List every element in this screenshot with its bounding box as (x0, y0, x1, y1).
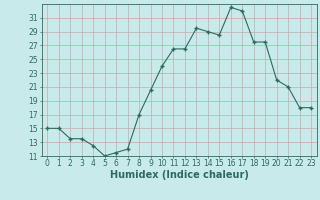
X-axis label: Humidex (Indice chaleur): Humidex (Indice chaleur) (110, 170, 249, 180)
